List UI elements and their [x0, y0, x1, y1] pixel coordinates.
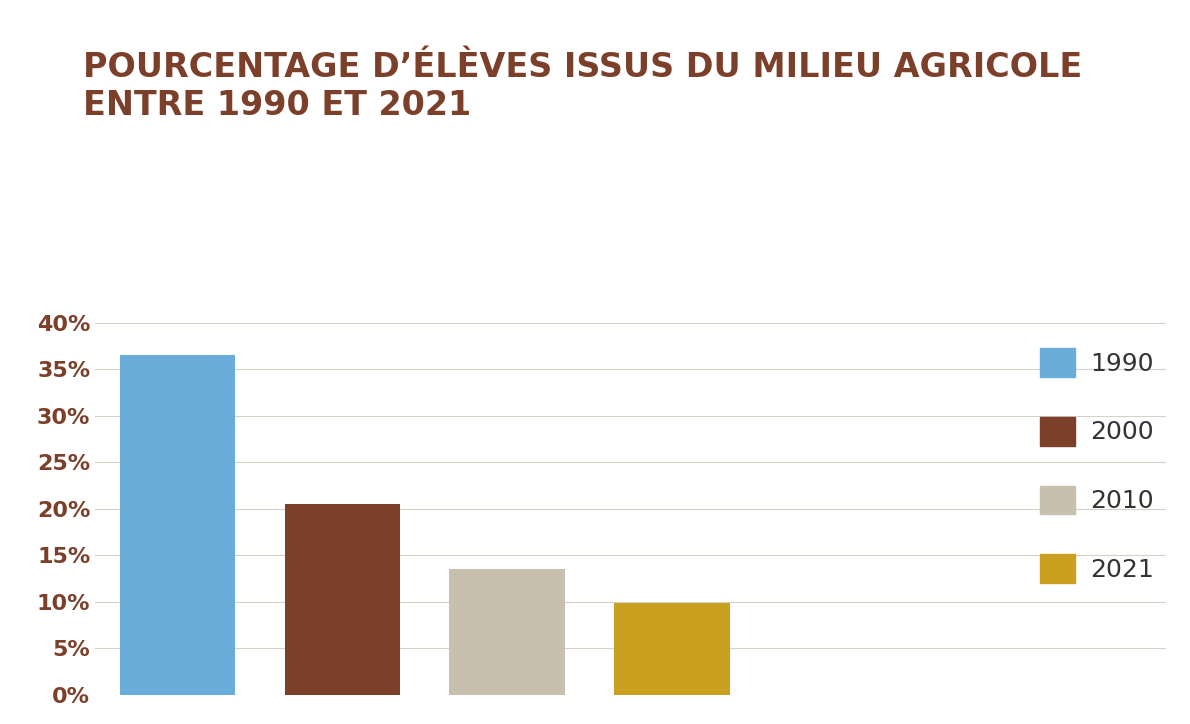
- Bar: [450, 569, 565, 695]
- Bar: [120, 355, 236, 695]
- Bar: [614, 603, 729, 695]
- Bar: [284, 504, 400, 695]
- Legend: 1990, 2000, 2010, 2021: 1990, 2000, 2010, 2021: [1040, 348, 1153, 584]
- Text: POURCENTAGE D’ÉLÈVES ISSUS DU MILIEU AGRICOLE
ENTRE 1990 ET 2021: POURCENTAGE D’ÉLÈVES ISSUS DU MILIEU AGR…: [83, 51, 1083, 122]
